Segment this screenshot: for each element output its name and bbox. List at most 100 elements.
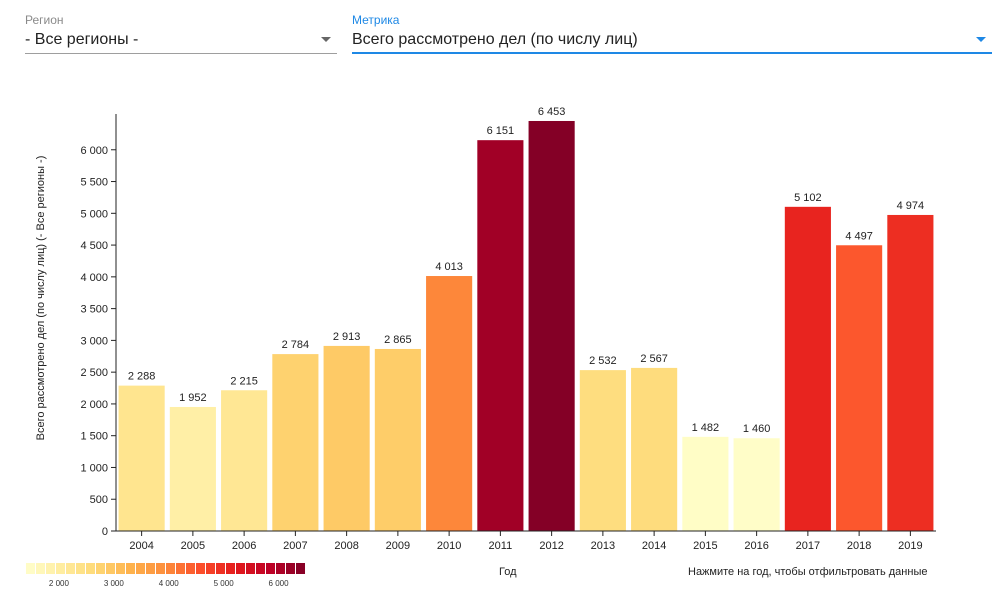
legend-swatch	[146, 563, 155, 574]
bar-value-label: 5 102	[794, 192, 822, 204]
legend-swatch	[26, 563, 35, 574]
legend-swatch	[296, 563, 305, 574]
y-tick-label: 2 000	[80, 399, 108, 411]
bar-2013[interactable]	[579, 370, 626, 531]
bar-2007[interactable]	[272, 354, 319, 531]
legend-tick-label: 2 000	[48, 579, 69, 588]
x-tick-label[interactable]: 2013	[591, 540, 615, 552]
legend-swatch	[216, 563, 225, 574]
dropdown-arrow-icon[interactable]	[321, 37, 331, 42]
bar-2005[interactable]	[169, 406, 216, 531]
x-tick-label[interactable]: 2017	[796, 540, 820, 552]
legend-swatch	[36, 563, 45, 574]
x-tick-label[interactable]: 2007	[283, 540, 307, 552]
x-tick-label[interactable]: 2008	[334, 540, 358, 552]
x-tick-label[interactable]: 2016	[744, 540, 768, 552]
x-tick-label[interactable]: 2015	[693, 540, 717, 552]
legend-swatch	[116, 563, 125, 574]
metric-select-label: Метрика	[352, 13, 400, 27]
y-tick-label: 1 000	[80, 462, 108, 474]
legend-swatch	[66, 563, 75, 574]
x-tick-label[interactable]: 2019	[898, 540, 922, 552]
y-tick-label: 6 000	[80, 145, 108, 157]
x-axis: 2004 2005 2006 2007 2008 2009 2010 2011 2012 2013…	[116, 530, 936, 552]
bar-value-label: 6 453	[538, 106, 566, 118]
bar-2019[interactable]	[887, 214, 934, 531]
bar-value-label: 2 865	[384, 334, 412, 346]
color-scale-ticks: 2 000 3 000 4 000 5 000 6 000	[26, 579, 306, 591]
bar-2011[interactable]	[477, 140, 524, 531]
bar-2015[interactable]	[682, 436, 729, 531]
metric-select-underline	[352, 52, 992, 54]
bar-2009[interactable]	[374, 348, 421, 531]
region-select-label: Регион	[25, 13, 64, 27]
bar-value-label: 2 784	[282, 339, 310, 351]
legend-tick-label: 5 000	[213, 579, 234, 588]
x-tick-label[interactable]: 2006	[232, 540, 256, 552]
bar-2006[interactable]	[221, 390, 268, 531]
legend-swatch	[236, 563, 245, 574]
dropdown-arrow-icon[interactable]	[976, 37, 986, 42]
x-tick-label[interactable]: 2005	[181, 540, 205, 552]
legend-swatch	[76, 563, 85, 574]
y-axis-title: Всего рассмотрено дел (по числу лиц) (- …	[35, 156, 47, 441]
legend-swatch	[226, 563, 235, 574]
bar-2014[interactable]	[631, 367, 678, 531]
legend-swatch	[266, 563, 275, 574]
y-tick-label: 5 000	[80, 208, 108, 220]
bar-2012[interactable]	[528, 120, 575, 532]
bars-group: 2 288 1 952 2 215 2 784 2 913 2 865 4 013 6 151…	[118, 106, 934, 532]
legend-swatch	[286, 563, 295, 574]
y-axis: 0 500 1 000 1 500 2 000 2 500 3 000 3 500 4 000 4…	[80, 114, 117, 538]
region-select-value: - Все регионы -	[25, 31, 139, 48]
x-axis-title: Год	[499, 566, 517, 578]
x-tick-label[interactable]: 2012	[539, 540, 563, 552]
bar-2004[interactable]	[118, 385, 165, 531]
legend-swatch	[86, 563, 95, 574]
legend-tick-label: 4 000	[158, 579, 179, 588]
filter-hint: Нажмите на год, чтобы отфильтровать данн…	[688, 566, 928, 578]
y-tick-label: 5 500	[80, 177, 108, 189]
x-tick-label[interactable]: 2011	[489, 540, 513, 552]
y-tick-label: 4 000	[80, 272, 108, 284]
legend-swatch	[206, 563, 215, 574]
bar-2018[interactable]	[836, 245, 883, 532]
y-tick-label: 3 500	[80, 304, 108, 316]
bar-value-label: 2 532	[589, 355, 617, 367]
bar-value-label: 4 974	[897, 200, 925, 212]
legend-swatch	[136, 563, 145, 574]
bar-value-label: 6 151	[487, 125, 515, 137]
legend-swatch	[106, 563, 115, 574]
legend-swatch	[246, 563, 255, 574]
bar-value-label: 4 013	[435, 261, 463, 273]
legend-swatch	[176, 563, 185, 574]
legend-swatch	[56, 563, 65, 574]
y-tick-label: 0	[102, 526, 108, 538]
legend-swatch	[186, 563, 195, 574]
metric-select-value: Всего рассмотрено дел (по числу лиц)	[352, 31, 638, 48]
bar-value-label: 2 913	[333, 331, 361, 343]
legend-swatch	[196, 563, 205, 574]
y-tick-label: 1 500	[80, 431, 108, 443]
y-tick-label: 3 000	[80, 335, 108, 347]
y-tick-label: 500	[90, 494, 108, 506]
x-tick-label[interactable]: 2009	[386, 540, 410, 552]
bar-value-label: 2 215	[230, 375, 258, 387]
bar-2016[interactable]	[733, 438, 780, 531]
x-tick-label[interactable]: 2010	[437, 540, 461, 552]
y-tick-label: 4 500	[80, 240, 108, 252]
bar-value-label: 1 482	[692, 422, 720, 434]
x-tick-label[interactable]: 2004	[129, 540, 153, 552]
legend-swatch	[166, 563, 175, 574]
bar-value-label: 4 497	[845, 230, 873, 242]
bar-2008[interactable]	[323, 345, 370, 531]
legend-swatch	[96, 563, 105, 574]
legend-tick-label: 3 000	[103, 579, 124, 588]
bar-2017[interactable]	[784, 206, 831, 531]
bar-2010[interactable]	[426, 276, 473, 531]
x-tick-label[interactable]: 2018	[847, 540, 871, 552]
legend-swatch	[256, 563, 265, 574]
x-tick-label[interactable]: 2014	[642, 540, 666, 552]
legend-swatch	[276, 563, 285, 574]
